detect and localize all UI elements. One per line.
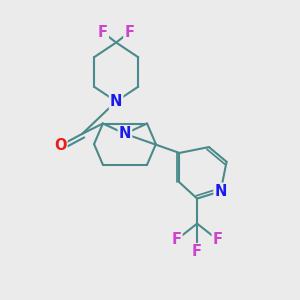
- Text: F: F: [98, 25, 108, 40]
- Text: F: F: [124, 25, 134, 40]
- Text: O: O: [54, 138, 66, 153]
- Text: N: N: [110, 94, 122, 109]
- Text: N: N: [119, 126, 131, 141]
- Text: F: F: [172, 232, 182, 247]
- Text: F: F: [192, 244, 202, 259]
- Text: F: F: [213, 232, 223, 247]
- Text: N: N: [214, 184, 227, 199]
